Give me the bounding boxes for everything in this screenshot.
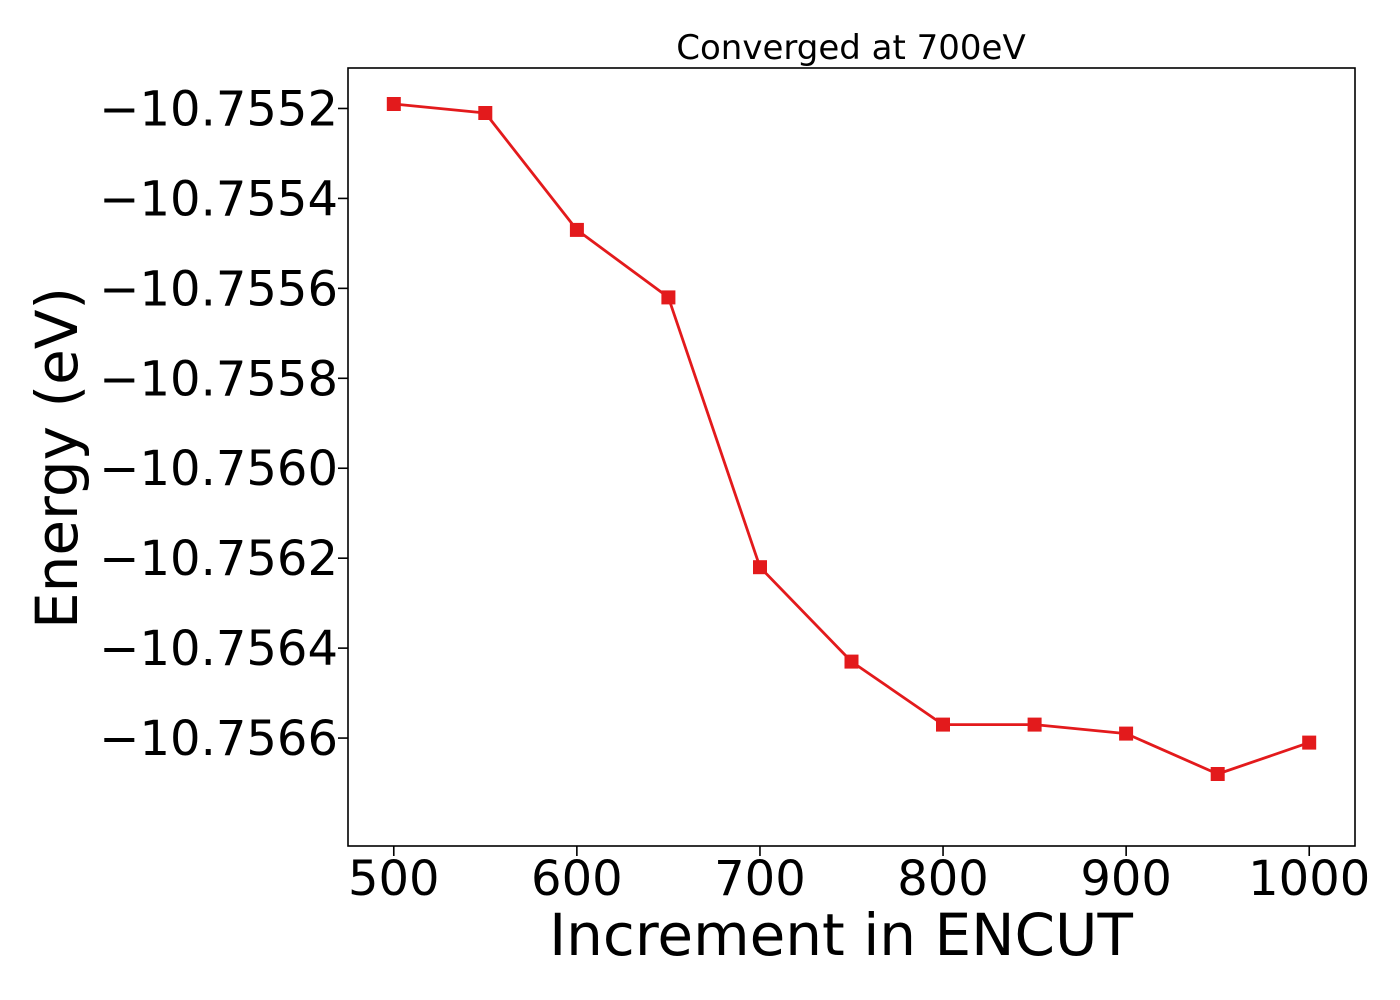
x-tick-label: 1000 bbox=[1248, 851, 1370, 907]
data-point-marker bbox=[1119, 726, 1134, 741]
series-line bbox=[393, 102, 1310, 776]
series-layer bbox=[386, 97, 1317, 781]
data-point-marker bbox=[936, 717, 950, 732]
x-tick-label: 700 bbox=[714, 851, 806, 907]
data-point-marker bbox=[1210, 767, 1225, 781]
y-tick-label: −10.7554 bbox=[99, 171, 338, 227]
y-axis-ticks: −10.7552 −10.7554 −10.7556 −10.7558 −10.7560… bbox=[99, 81, 348, 767]
data-point-marker bbox=[1027, 717, 1042, 732]
x-tick-label: 800 bbox=[897, 851, 989, 907]
data-point-marker bbox=[386, 97, 401, 111]
data-point-marker bbox=[478, 106, 493, 120]
y-axis-title: Energy (eV) bbox=[23, 287, 91, 629]
y-tick-label: −10.7556 bbox=[99, 261, 338, 317]
y-tick-label: −10.7560 bbox=[99, 441, 338, 497]
y-tick-label: −10.7558 bbox=[99, 351, 338, 407]
x-tick-label: 600 bbox=[531, 851, 623, 907]
x-axis-ticks: 500 600 700 800 900 1000 bbox=[348, 846, 1370, 907]
y-tick-label: −10.7566 bbox=[99, 711, 338, 767]
plot-frame bbox=[347, 67, 1356, 847]
chart-title: Converged at 700eV bbox=[676, 28, 1025, 68]
y-tick-label: −10.7564 bbox=[99, 621, 338, 677]
data-point-marker bbox=[1302, 735, 1317, 750]
x-tick-label: 900 bbox=[1080, 851, 1172, 907]
data-point-marker bbox=[569, 222, 584, 237]
data-point-marker bbox=[844, 654, 859, 669]
x-tick-label: 500 bbox=[348, 851, 440, 907]
y-tick-label: −10.7562 bbox=[99, 531, 338, 587]
y-tick-label: −10.7552 bbox=[99, 81, 338, 137]
data-point-marker bbox=[753, 560, 767, 575]
x-axis-title: Increment in ENCUT bbox=[549, 901, 1133, 969]
data-point-marker bbox=[661, 290, 676, 305]
